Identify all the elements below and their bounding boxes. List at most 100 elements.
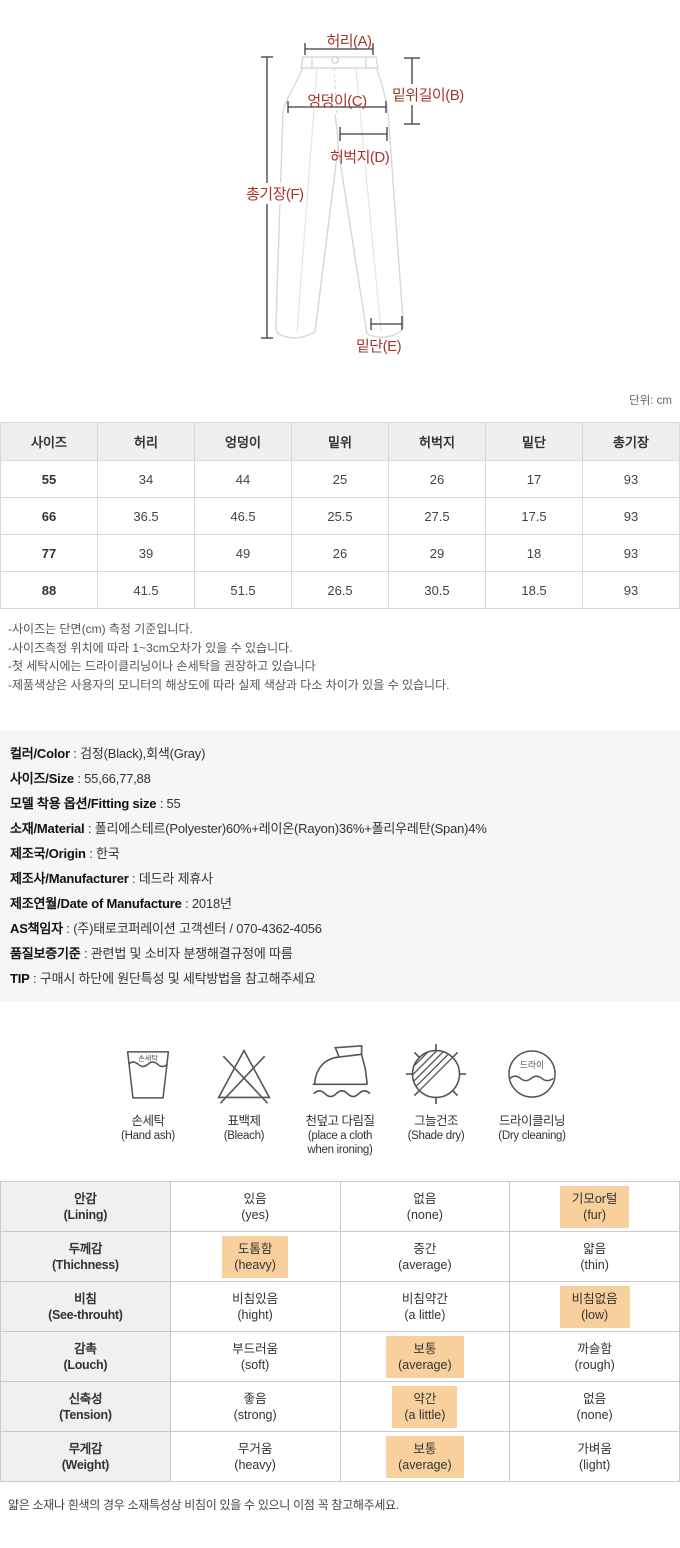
size-table-row: 55 34 44 25 26 17 93 — [0, 460, 680, 498]
size-value-cell: 26 — [388, 460, 486, 498]
care-item-dry-cleaning: 드라이 드라이클리닝 (Dry cleaning) — [484, 1043, 580, 1157]
care-subtitle: (place a cloth when ironing) — [307, 1130, 373, 1156]
shade-dry-icon — [405, 1043, 467, 1105]
size-table-header-row: 사이즈 허리 엉덩이 밑위 허벅지 밑단 총기장 — [0, 422, 680, 461]
care-subtitle: (Bleach) — [223, 1130, 265, 1142]
product-info-label: 소재/Material — [10, 821, 85, 836]
fabric-row-label: 안감 (Lining) — [0, 1181, 171, 1232]
waist-measure-label: 허리(A) — [326, 33, 372, 50]
pants-diagram-svg — [261, 43, 420, 339]
product-info-value: : 55 — [156, 796, 181, 811]
fabric-option-cell: 부드러움 (soft) — [169, 1331, 341, 1382]
fabric-option-cell: 없음 (none) — [509, 1381, 680, 1432]
fabric-option-cell: 비침있음 (hight) — [169, 1281, 341, 1332]
size-row-name: 55 — [0, 460, 98, 498]
fabric-row-label: 무게감 (Weight) — [0, 1431, 171, 1482]
fabric-label-ko: 신축성 — [68, 1391, 103, 1406]
size-column-header: 밑단 — [485, 422, 583, 461]
size-value-cell: 17 — [485, 460, 583, 498]
fabric-option-ko: 보통 — [413, 1441, 437, 1456]
size-row-name: 66 — [0, 497, 98, 535]
fabric-option-cell: 무거움 (heavy) — [169, 1431, 341, 1482]
fabric-option-en: (average) — [398, 1457, 452, 1472]
fabric-option-selected: 보통 (average) — [386, 1435, 464, 1478]
product-info-label: TIP — [10, 971, 30, 986]
fabric-option-cell: 도톰함 (heavy) — [169, 1231, 341, 1282]
fabric-option-en: (yes) — [241, 1207, 270, 1222]
care-title: 천덮고 다림질 — [305, 1114, 375, 1128]
fabric-option: 까슬함 (rough) — [562, 1336, 626, 1378]
size-row-name: 88 — [0, 571, 98, 609]
thigh-measure-label: 허벅지(D) — [330, 149, 390, 166]
product-info-label: 컬러/Color — [10, 746, 70, 761]
fabric-option-cell: 비침없음 (low) — [509, 1281, 680, 1332]
fabric-option-ko: 비침약간 — [401, 1291, 448, 1306]
fabric-option-en: (heavy) — [234, 1257, 276, 1272]
fabric-option-ko: 보통 — [413, 1341, 437, 1356]
footer-note: 얇은 소재나 흰색의 경우 소재특성상 비침이 있을 수 있으니 이점 꼭 참고… — [8, 1498, 399, 1512]
size-value-cell: 18 — [485, 534, 583, 572]
fabric-label-en: (Weight) — [61, 1457, 110, 1472]
product-info-value: : 폴리에스테르(Polyester)60%+레이온(Rayon)36%+폴리우… — [84, 821, 487, 836]
product-info-line: 모델 착용 옵션/Fitting size : 55 — [10, 791, 670, 816]
product-info-line: 사이즈/Size : 55,66,77,88 — [10, 766, 670, 791]
fabric-option-ko: 기모or털 — [571, 1191, 618, 1206]
care-item-shade-dry: 그늘건조 (Shade dry) — [388, 1043, 484, 1157]
product-info-value: : 2018년 — [181, 896, 232, 911]
size-column-header: 밑위 — [291, 422, 389, 461]
product-info-label: 품질보증기준 — [10, 946, 81, 961]
fabric-option-ko: 중간 — [413, 1241, 437, 1256]
fabric-option-ko: 있음 — [243, 1191, 267, 1206]
fabric-option-en: (strong) — [233, 1407, 277, 1422]
fabric-option-cell: 없음 (none) — [339, 1181, 511, 1232]
fabric-row: 감촉 (Louch) 부드러움 (soft) 보통 (average) 까슬함 (rough) — [0, 1331, 680, 1382]
fabric-option-ko: 얇음 — [583, 1241, 607, 1256]
fabric-option-ko: 도톰함 — [237, 1241, 273, 1256]
unit-label: 단위: cm — [629, 395, 672, 407]
size-value-cell: 30.5 — [388, 571, 486, 609]
fabric-option-en: (heavy) — [234, 1457, 276, 1472]
product-info-line: 제조연월/Date of Manufacture : 2018년 — [10, 891, 670, 916]
care-item-iron-cloth: 천덮고 다림질 (place a cloth when ironing) — [292, 1043, 388, 1157]
product-info-label: AS책임자 — [10, 921, 63, 936]
fabric-option-cell: 있음 (yes) — [169, 1181, 341, 1232]
fabric-row-label: 감촉 (Louch) — [0, 1331, 171, 1382]
iron-with-cloth-icon — [312, 1044, 371, 1098]
fabric-label-en: (Lining) — [63, 1207, 108, 1222]
fabric-option-en: (none) — [406, 1207, 443, 1222]
dry-cleaning-icon: 드라이 — [508, 1050, 556, 1098]
hand-wash-icon: 손세탁 — [126, 1051, 170, 1099]
rise-measure-label: 밑위길이(B) — [390, 84, 466, 105]
care-title: 손세탁 — [131, 1114, 165, 1128]
fabric-option-cell: 중간 (average) — [339, 1231, 511, 1282]
size-value-cell: 18.5 — [485, 571, 583, 609]
fabric-row: 신축성 (Tension) 좋음 (strong) 약간 (a little) 없음 (non… — [0, 1381, 680, 1432]
note-line: -사이즈는 단면(cm) 측정 기준입니다. — [8, 622, 193, 636]
fabric-option-ko: 없음 — [413, 1191, 437, 1206]
size-column-header: 엉덩이 — [194, 422, 292, 461]
fabric-option: 비침있음 (hight) — [220, 1286, 290, 1328]
size-table-body: 55 34 44 25 26 17 93 66 36.5 46.5 25.5 27.5 17.5 93 77… — [0, 460, 680, 609]
care-item-hand-wash: 손세탁 손세탁 (Hand ash) — [100, 1043, 196, 1157]
size-value-cell: 26.5 — [291, 571, 389, 609]
fabric-option-en: (hight) — [237, 1307, 273, 1322]
size-value-cell: 44 — [194, 460, 292, 498]
fabric-option: 없음 (none) — [565, 1386, 625, 1428]
product-info-label: 제조사/Manufacturer — [10, 871, 129, 886]
fabric-label-ko: 무게감 — [68, 1441, 103, 1456]
product-info-list: 컬러/Color : 검정(Black),회색(Gray) 사이즈/Size : … — [10, 741, 670, 991]
fabric-option-en: (low) — [581, 1307, 609, 1322]
size-table-row: 88 41.5 51.5 26.5 30.5 18.5 93 — [0, 571, 680, 609]
fabric-option-cell: 보통 (average) — [339, 1331, 511, 1382]
fabric-option-ko: 비침없음 — [571, 1291, 618, 1306]
fabric-option-ko: 가벼움 — [577, 1441, 612, 1456]
fabric-row: 안감 (Lining) 있음 (yes) 없음 (none) 기모or털 (fur) — [0, 1181, 680, 1232]
care-subtitle: (Hand ash) — [121, 1130, 175, 1142]
fabric-option-ko: 좋음 — [243, 1391, 267, 1406]
fabric-option: 무거움 (heavy) — [222, 1436, 288, 1478]
product-info-line: 제조국/Origin : 한국 — [10, 841, 670, 866]
fabric-option-ko: 까슬함 — [577, 1341, 612, 1356]
care-title: 그늘건조 — [413, 1114, 459, 1128]
length-measure-label: 총기장(F) — [244, 183, 306, 204]
fabric-option: 부드러움 (soft) — [220, 1336, 290, 1378]
